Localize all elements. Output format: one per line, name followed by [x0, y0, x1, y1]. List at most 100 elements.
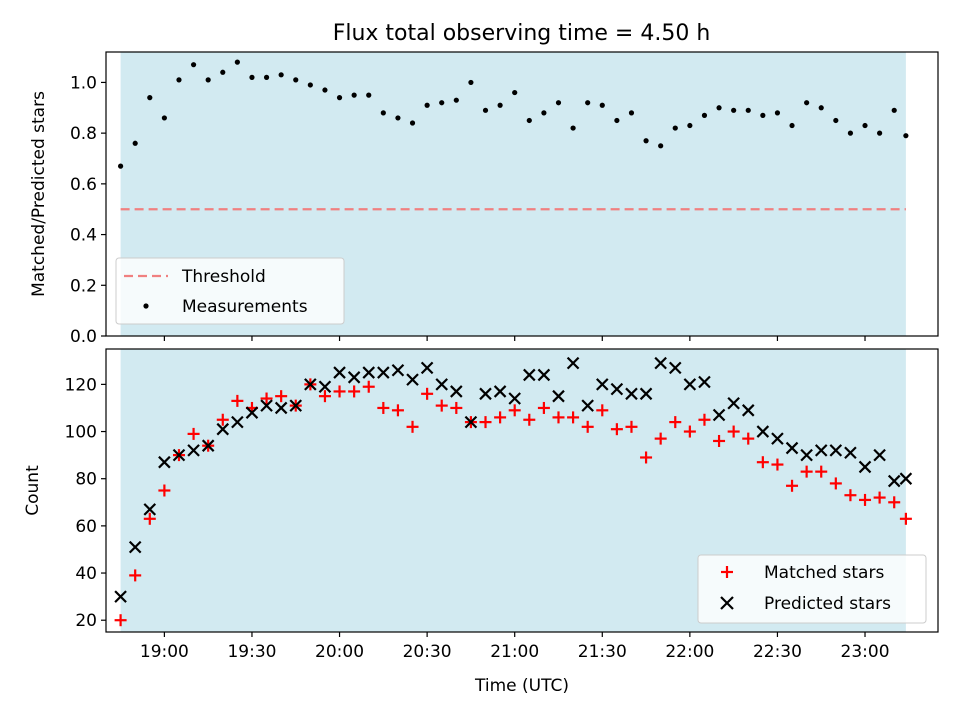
- matched-star-point: [829, 477, 842, 490]
- measurement-point: [818, 105, 824, 111]
- predicted-star-point: [128, 540, 142, 554]
- predicted-star-point: [698, 375, 711, 389]
- measurement-point: [585, 100, 591, 106]
- predicted-star-point: [274, 401, 288, 415]
- matched-star-point: [260, 392, 273, 405]
- x-tick-label: 21:00: [490, 642, 539, 662]
- measurement-point: [468, 79, 474, 86]
- predicted-star-point: [610, 382, 624, 396]
- predicted-star-point: [552, 389, 565, 403]
- matched-star-point: [640, 451, 653, 464]
- matched-star-point: [581, 420, 594, 433]
- matched-star-point: [683, 425, 696, 438]
- matched-star-point: [610, 423, 623, 436]
- matched-star-point: [873, 491, 886, 504]
- bottom-legend: Matched stars Predicted stars: [697, 554, 927, 624]
- x-tick-label: 19:30: [227, 642, 276, 662]
- x-tick-label: 20:30: [403, 642, 452, 662]
- matched-star-point: [406, 420, 419, 433]
- chart-title: Flux total observing time = 4.50 h: [333, 21, 711, 46]
- measurement-point: [903, 133, 909, 139]
- y-tick-label: 60: [75, 517, 97, 537]
- matched-star-point: [377, 401, 390, 414]
- measurement-point: [220, 69, 226, 75]
- predicted-star-point: [537, 368, 551, 382]
- predicted-star-point: [873, 448, 886, 462]
- y-tick-label: 1.0: [70, 73, 97, 93]
- measurements-legend-label: Measurements: [182, 297, 308, 317]
- measurement-point: [599, 102, 605, 108]
- top-axes: 0.0 0.2 0.4 0.6 0.8 1.0 Matched/Predicted sta…: [29, 51, 939, 347]
- predicted-stars-legend-label: Predicted stars: [764, 594, 891, 614]
- matched-star-point: [669, 416, 682, 429]
- matched-star-point: [713, 434, 726, 447]
- x-tick-label: 20:00: [315, 642, 364, 662]
- predicted-star-point: [625, 387, 638, 401]
- measurement-point: [760, 112, 766, 118]
- predicted-star-point: [391, 363, 405, 377]
- predicted-star-point: [245, 406, 259, 419]
- matched-star-point: [479, 416, 492, 429]
- matched-star-point: [771, 458, 784, 471]
- matched-star-point: [362, 380, 375, 393]
- measurement-point: [453, 97, 459, 103]
- measurement-point: [176, 77, 182, 83]
- predicted-star-point: [362, 366, 376, 379]
- predicted-star-point: [479, 387, 492, 401]
- predicted-star-point: [581, 399, 594, 412]
- predicted-star-point: [406, 373, 419, 386]
- predicted-star-point: [800, 448, 813, 462]
- top-y-ticks: 0.0 0.2 0.4 0.6 0.8 1.0: [70, 73, 106, 347]
- y-tick-label: 20: [75, 611, 97, 631]
- measurement-point: [205, 77, 211, 83]
- measurement-point: [847, 130, 854, 136]
- predicted-star-point: [712, 408, 726, 422]
- y-tick-label: 40: [75, 564, 97, 584]
- matched-star-point: [391, 404, 404, 417]
- measurement-point: [439, 100, 445, 106]
- measurement-point: [147, 95, 153, 101]
- y-tick-label: 0.4: [70, 226, 97, 246]
- predicted-star-point: [668, 361, 682, 375]
- measurement-point: [672, 125, 678, 131]
- measurement-point: [891, 107, 897, 113]
- measurement-point: [774, 110, 781, 116]
- measurement-point: [570, 125, 576, 131]
- predicted-star-point: [844, 446, 857, 460]
- predicted-star-point: [741, 404, 755, 417]
- matched-star-point: [899, 512, 912, 525]
- measurement-point: [366, 92, 372, 98]
- y-tick-label: 0.2: [70, 276, 97, 296]
- matched-star-point: [348, 385, 361, 398]
- predicted-star-point: [231, 415, 244, 429]
- matched-star-point: [625, 420, 638, 433]
- measurement-point: [862, 122, 868, 129]
- measurement-point: [541, 110, 547, 116]
- measurement-point: [263, 74, 270, 80]
- measurement-point: [117, 163, 124, 169]
- measurement-point: [789, 122, 795, 129]
- predicted-star-point: [639, 387, 653, 401]
- measurement-point: [701, 112, 708, 118]
- predicted-star-point: [654, 356, 667, 370]
- matched-star-point: [537, 401, 550, 414]
- measurement-point: [731, 107, 737, 113]
- predicted-star-point: [347, 371, 361, 384]
- y-tick-label: 100: [65, 423, 97, 443]
- measurement-point: [614, 117, 620, 124]
- predicted-star-point: [158, 455, 171, 469]
- measurement-point: [512, 89, 518, 96]
- measurement-point: [249, 74, 255, 80]
- predicted-star-point: [683, 378, 697, 391]
- matched-star-point: [143, 512, 156, 525]
- matched-star-point: [275, 390, 288, 403]
- predicted-star-point: [523, 368, 536, 382]
- matched-star-point: [698, 413, 711, 426]
- measurement-point: [745, 107, 751, 113]
- predicted-star-point: [143, 503, 157, 516]
- matched-star-point: [435, 399, 448, 412]
- x-axis-label: Time (UTC): [474, 676, 569, 696]
- matched-star-point: [786, 479, 799, 492]
- threshold-legend-label: Threshold: [181, 267, 266, 287]
